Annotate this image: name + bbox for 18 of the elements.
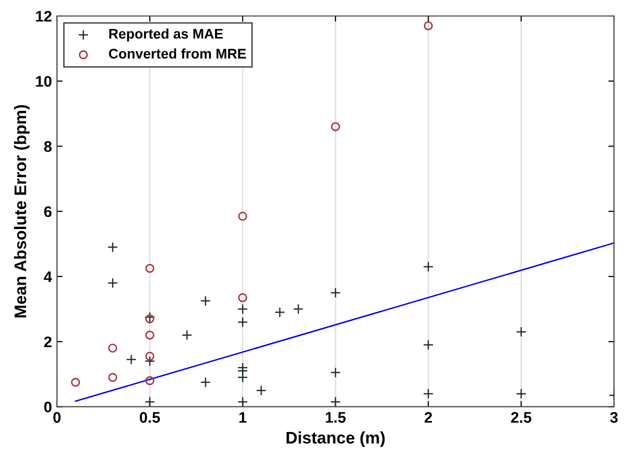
y-tick-label: 2 bbox=[44, 336, 52, 348]
x-tick-label: 2.5 bbox=[511, 412, 532, 423]
x-tick-label: 1 bbox=[239, 412, 246, 423]
y-tick-label: 0 bbox=[44, 402, 52, 412]
y-tick-label: 12 bbox=[36, 10, 52, 22]
y-axis-title: Mean Absolute Error (bpm) bbox=[14, 105, 30, 318]
y-tick-label: 10 bbox=[36, 76, 52, 87]
x-tick-label: 0.5 bbox=[140, 412, 160, 423]
x-tick-label: 2 bbox=[424, 412, 432, 423]
y-tick-label: 6 bbox=[44, 206, 52, 218]
x-tick-label: 3 bbox=[610, 412, 618, 423]
x-tick-label: 0 bbox=[53, 412, 61, 423]
x-axis-title: Distance (m) bbox=[286, 431, 385, 447]
y-tick-label: 8 bbox=[44, 141, 52, 152]
legend-label: Converted from MRE bbox=[108, 48, 246, 59]
y-tick-label: 4 bbox=[44, 272, 52, 282]
legend-label: Reported as MAE bbox=[109, 28, 223, 42]
x-tick-label: 1.5 bbox=[326, 412, 346, 423]
